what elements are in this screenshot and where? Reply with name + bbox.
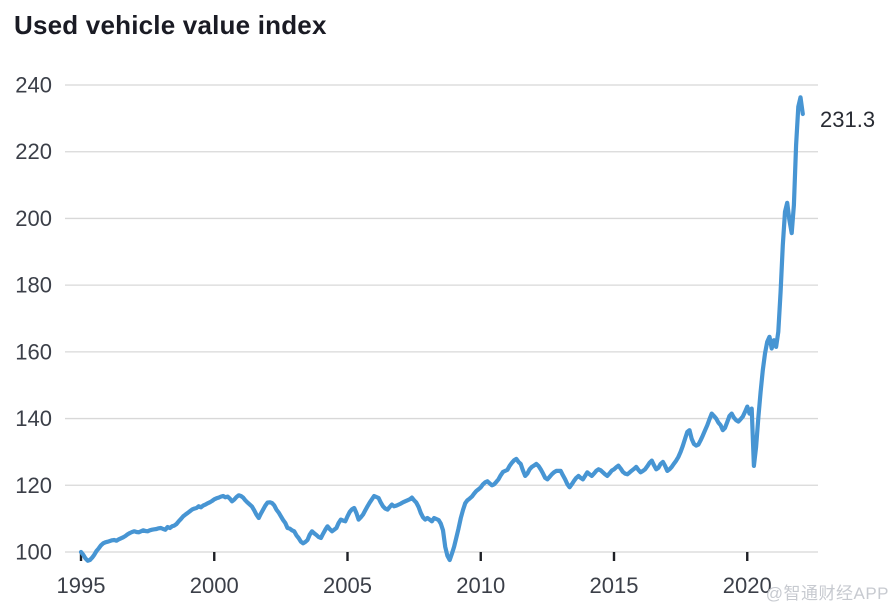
y-axis-label-140: 140: [15, 406, 52, 431]
y-axis-label-220: 220: [15, 139, 52, 164]
x-axis-label-2015: 2015: [590, 573, 639, 598]
y-axis-label-160: 160: [15, 339, 52, 364]
last-value-annotation: 231.3: [820, 107, 876, 132]
y-axis-label-240: 240: [15, 73, 52, 98]
series-line-used-vehicle-index: [78, 95, 805, 563]
y-axis-label-120: 120: [15, 473, 52, 498]
y-axis-label-200: 200: [15, 206, 52, 231]
x-axis-label-1995: 1995: [57, 573, 106, 598]
x-axis-label-2010: 2010: [456, 573, 505, 598]
x-axis-label-2000: 2000: [190, 573, 239, 598]
x-axis-label-2020: 2020: [723, 573, 772, 598]
chart-title: Used vehicle value index: [14, 10, 327, 40]
y-axis-label-180: 180: [15, 273, 52, 298]
x-axis-label-2005: 2005: [323, 573, 372, 598]
y-axis-label-100: 100: [15, 540, 52, 565]
watermark-text: @智通财经APP: [765, 584, 889, 603]
